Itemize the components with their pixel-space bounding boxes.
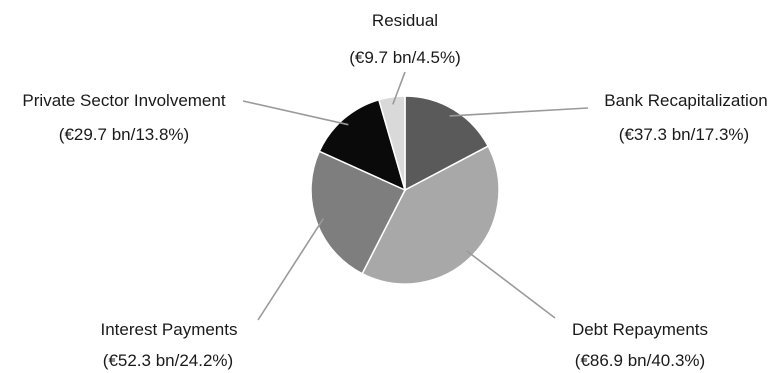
pie-slice-bank-recapitalization <box>404 95 490 192</box>
label-debt-value: (€86.9 bn/40.3%) <box>575 351 705 370</box>
label-interest-value: (€52.3 bn/24.2%) <box>103 351 233 370</box>
label-residual-name: Residual <box>372 11 438 30</box>
leader-line-private-sector-involvement <box>242 100 349 126</box>
pie-slice-residual <box>377 95 406 191</box>
leader-lines <box>242 71 589 321</box>
label-bank-name: Bank Recapitalization <box>604 91 767 110</box>
leader-line-bank-recapitalization <box>449 107 589 117</box>
pie-slices <box>310 95 500 285</box>
label-residual-value: (€9.7 bn/4.5%) <box>349 48 461 67</box>
leader-line-debt-repayments <box>466 250 556 319</box>
pie-slice-debt-repayments <box>361 145 500 285</box>
label-psi-name: Private Sector Involvement <box>22 91 225 110</box>
leader-line-residual <box>392 71 406 105</box>
label-bank-value: (€37.3 bn/17.3%) <box>619 125 749 144</box>
pie-slice-interest-payments <box>310 150 407 275</box>
label-psi-value: (€29.7 bn/13.8%) <box>59 125 189 144</box>
label-debt-name: Debt Repayments <box>572 320 708 339</box>
leader-line-interest-payments <box>257 218 325 321</box>
label-interest-name: Interest Payments <box>100 320 237 339</box>
